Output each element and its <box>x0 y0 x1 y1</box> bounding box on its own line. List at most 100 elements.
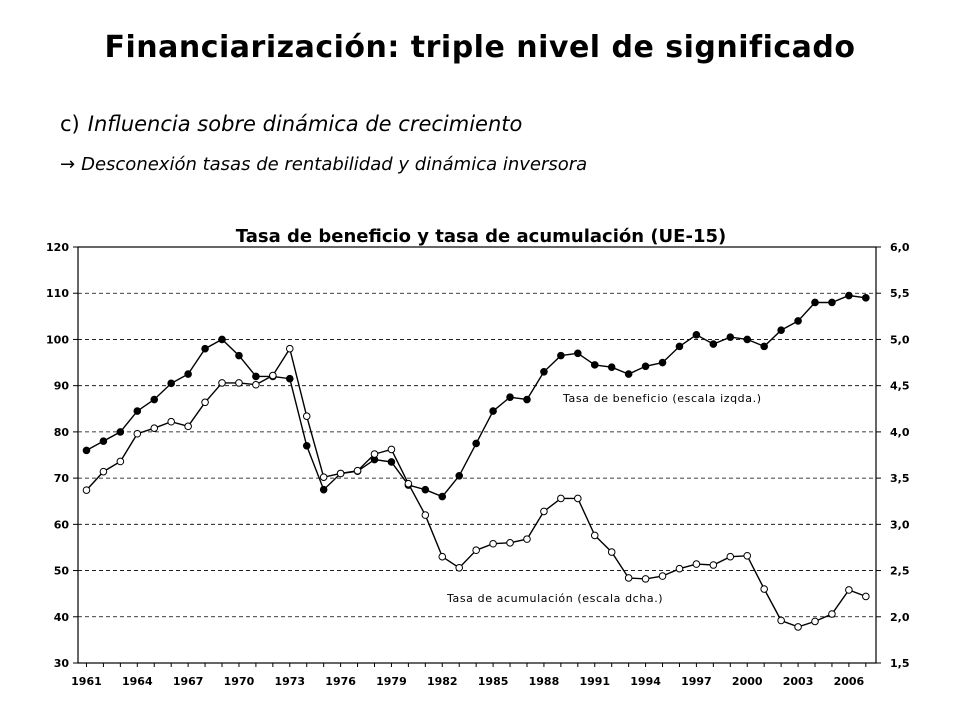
data-point-beneficio <box>523 395 531 404</box>
data-point-acumulacion <box>201 398 209 407</box>
axes-layer <box>73 246 881 667</box>
data-point-beneficio <box>862 294 870 302</box>
data-point-beneficio <box>150 395 159 404</box>
data-point-acumulacion <box>252 380 260 389</box>
data-point-acumulacion <box>743 551 752 560</box>
data-point-acumulacion <box>116 457 125 466</box>
data-point-beneficio <box>760 342 768 351</box>
x-tick-label: 1979 <box>376 675 407 688</box>
series-label-beneficio: Tasa de beneficio (escala izqda.) <box>562 392 762 405</box>
data-point-acumulacion <box>99 467 108 476</box>
data-point-beneficio <box>387 458 396 466</box>
chart-title: Tasa de beneficio y tasa de acumulación … <box>236 226 726 247</box>
data-point-acumulacion <box>506 539 514 547</box>
subtitle-text: Influencia sobre dinámica de crecimiento <box>87 112 523 136</box>
x-tick-label: 2000 <box>732 675 763 688</box>
data-point-beneficio <box>506 393 514 402</box>
dual-axis-line-chart: Tasa de beneficio y tasa de acumulación … <box>46 226 910 688</box>
y-left-tick-label: 30 <box>54 657 70 670</box>
data-point-beneficio <box>540 368 548 376</box>
data-point-acumulacion <box>692 560 701 568</box>
data-point-beneficio <box>675 342 684 351</box>
slide-subtitle: c) Influencia sobre dinámica de crecimien… <box>60 112 522 136</box>
data-point-acumulacion <box>641 575 650 583</box>
data-point-beneficio <box>235 351 243 360</box>
y-right-tick-label: 5,0 <box>890 333 910 346</box>
data-point-acumulacion <box>726 552 735 561</box>
data-point-acumulacion <box>353 466 362 475</box>
y-right-tick-label: 2,5 <box>890 565 910 578</box>
data-point-beneficio <box>590 361 599 369</box>
slide-title: Financiarización: triple nivel de signif… <box>104 30 856 65</box>
data-point-beneficio <box>641 362 650 371</box>
data-point-acumulacion <box>675 564 684 573</box>
data-point-acumulacion <box>574 494 582 503</box>
data-point-beneficio <box>116 428 125 436</box>
data-point-beneficio <box>133 407 142 415</box>
x-tick-label: 1976 <box>325 675 356 688</box>
data-point-beneficio <box>167 379 175 388</box>
data-point-beneficio <box>184 370 192 378</box>
data-point-acumulacion <box>404 479 413 488</box>
y-right-tick-label: 1,5 <box>890 657 910 670</box>
series-label-acumulacion-bg <box>444 590 667 606</box>
data-point-beneficio <box>319 485 328 494</box>
y-left-tick-label: 110 <box>46 287 69 300</box>
data-point-acumulacion <box>709 561 718 569</box>
labels-layer: 30 40 50 60 70 80 90 100 110 120 1,5 2,0 2,5 3,0 3,5 4,… <box>46 241 910 688</box>
data-point-beneficio <box>574 349 582 358</box>
data-point-acumulacion <box>218 379 226 387</box>
x-tick-label: 1994 <box>630 675 661 688</box>
series-layer <box>82 291 870 631</box>
data-point-acumulacion <box>845 586 853 594</box>
data-point-beneficio <box>201 344 209 353</box>
data-point-acumulacion <box>235 379 243 387</box>
data-point-beneficio <box>777 326 785 334</box>
x-tick-label: 1964 <box>122 675 153 688</box>
y-right-tick-label: 3,0 <box>890 518 910 531</box>
data-point-acumulacion <box>438 552 447 561</box>
y-right-tick-label: 4,0 <box>890 426 910 439</box>
bullet-text: Desconexión tasas de rentabilidad y diná… <box>81 154 588 175</box>
y-right-tick-label: 6,0 <box>890 241 910 254</box>
y-left-tick-label: 120 <box>46 241 69 254</box>
data-point-beneficio <box>794 317 802 325</box>
data-point-acumulacion <box>421 511 430 519</box>
x-tick-label: 1973 <box>274 675 305 688</box>
x-tick-label: 1967 <box>173 675 204 688</box>
x-tick-label: 1988 <box>529 675 560 688</box>
data-point-beneficio <box>658 358 667 367</box>
data-point-acumulacion <box>336 469 345 478</box>
data-point-acumulacion <box>370 450 379 458</box>
data-point-beneficio <box>709 340 718 348</box>
x-tick-label: 1985 <box>478 675 509 688</box>
data-point-beneficio <box>828 298 836 307</box>
data-point-acumulacion <box>760 585 768 593</box>
data-point-acumulacion <box>269 371 277 380</box>
data-point-beneficio <box>811 298 819 307</box>
data-point-beneficio <box>285 374 294 383</box>
y-right-tick-label: 2,0 <box>890 611 910 624</box>
data-point-beneficio <box>82 446 91 455</box>
data-point-acumulacion <box>607 548 616 556</box>
data-point-acumulacion <box>285 344 294 353</box>
grid-layer <box>78 292 876 618</box>
data-point-acumulacion <box>540 507 548 516</box>
data-point-acumulacion <box>455 563 464 572</box>
data-point-acumulacion <box>387 445 396 454</box>
data-point-acumulacion <box>624 574 633 582</box>
data-point-acumulacion <box>150 424 159 432</box>
data-point-beneficio <box>252 372 260 381</box>
data-point-beneficio <box>472 439 480 448</box>
x-tick-label: 2003 <box>783 675 814 688</box>
data-point-beneficio <box>438 492 447 501</box>
series-label-acumulacion: Tasa de acumulación (escala dcha.) <box>446 592 663 605</box>
data-point-acumulacion <box>862 592 870 601</box>
data-point-beneficio <box>421 485 430 494</box>
series-label-beneficio-bg <box>560 390 765 406</box>
data-point-acumulacion <box>590 531 599 540</box>
data-point-acumulacion <box>472 546 480 555</box>
plot-frame <box>77 246 877 664</box>
data-point-beneficio <box>726 333 735 341</box>
data-point-acumulacion <box>302 412 311 420</box>
